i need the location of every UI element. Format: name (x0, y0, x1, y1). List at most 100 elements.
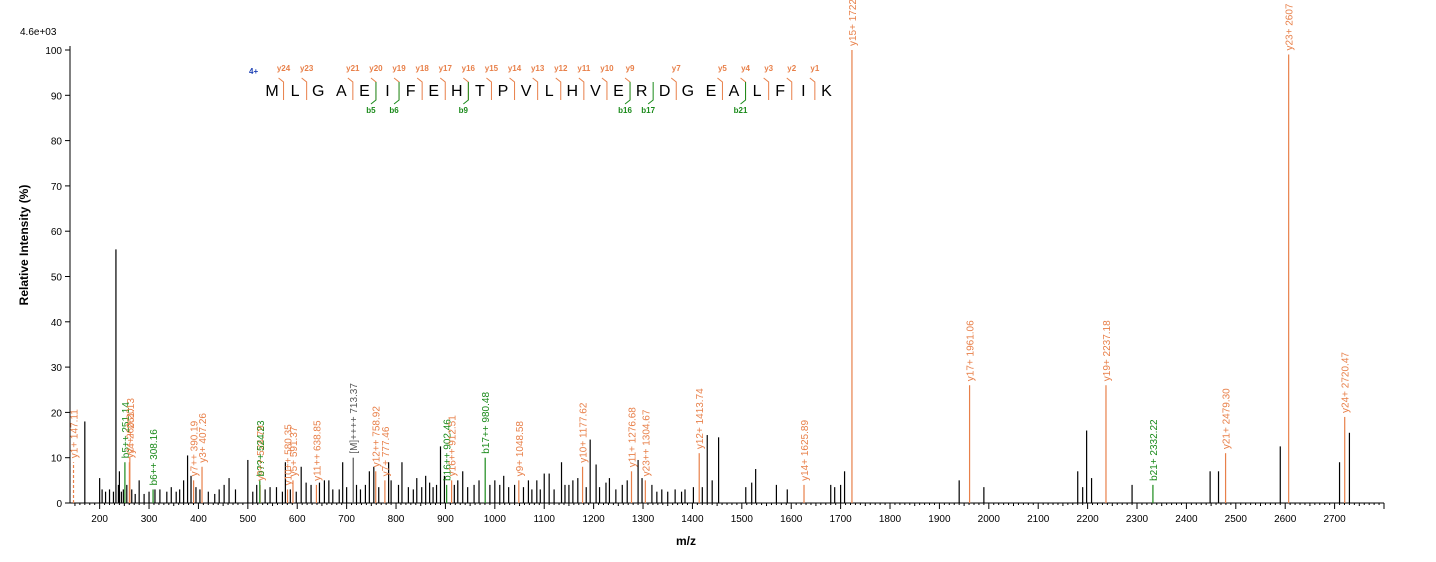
sequence-residue: R (636, 83, 648, 100)
x-tick-label: 500 (239, 514, 256, 525)
y-ion-bracket (740, 77, 747, 100)
sequence-residue: I (385, 83, 389, 100)
peak-label: y12++ 758.92 (372, 406, 383, 468)
sequence-residue: E (428, 83, 439, 100)
peak-label: y15+ 1722.95 (848, 0, 859, 46)
y-ion-bracket (578, 77, 585, 100)
y-ion-bracket (486, 77, 492, 100)
y-ion-bracket (717, 77, 723, 100)
y-ion-bracket (509, 77, 516, 100)
x-tick-label: 2100 (1027, 514, 1050, 525)
y-ion-label: y11 (577, 64, 590, 73)
peak-label: [M]++++ 713.37 (349, 383, 360, 454)
charge-state: 4+ (249, 67, 258, 76)
peaks (72, 50, 1351, 503)
peak-label: y16++ 912.51 (448, 415, 459, 477)
y-tick-label: 0 (56, 499, 62, 510)
peak-label: y9+ 1048.58 (515, 421, 526, 477)
y-ion-label: y24 (277, 64, 291, 73)
peak-label: y21+ 2479.30 (1222, 388, 1233, 449)
sequence-residue: V (590, 83, 601, 100)
sequence-residue: E (359, 83, 370, 100)
b-ion-label: b5 (366, 106, 376, 115)
b-ion-bracket (370, 82, 377, 105)
peak-label: b21+ 2332.22 (1149, 419, 1160, 481)
b-ion-label: b9 (459, 106, 469, 115)
y-tick-label: 60 (51, 227, 63, 238)
sequence-residue: L (291, 83, 300, 100)
y-ion-label: y19 (392, 64, 406, 73)
y-ion-label: y21 (346, 64, 360, 73)
y-ion-bracket (786, 77, 793, 100)
y-tick-label: 50 (51, 273, 63, 284)
x-tick-label: 1100 (533, 514, 555, 525)
x-tick-label: 2000 (978, 514, 1001, 525)
peak-label: b6++ 308.16 (149, 429, 160, 486)
x-tick-label: 1800 (879, 514, 902, 525)
peak-label: y9++ 524.79 (256, 425, 267, 481)
sequence-residue: P (498, 83, 509, 100)
b-ion-bracket (740, 82, 747, 105)
y-tick-label: 40 (51, 318, 63, 329)
y-ion-label: y18 (415, 64, 429, 73)
y-ion-bracket (416, 77, 423, 100)
x-tick-label: 900 (437, 514, 454, 525)
sequence-residue: K (821, 83, 832, 100)
x-tick-label: 2700 (1323, 514, 1346, 525)
y-ion-label: y4 (741, 64, 750, 73)
peak-label: y11++ 638.85 (312, 420, 323, 481)
b-ion-label: b17 (641, 106, 655, 115)
sequence-residue: M (265, 83, 278, 100)
y-ion-label: y7 (672, 64, 681, 73)
peak-label: y23+ 2607 (1285, 3, 1296, 50)
peak-label: y12+ 1413.74 (695, 388, 706, 449)
b-ion-label: b6 (389, 106, 399, 115)
y-ion-label: y5 (718, 64, 727, 73)
peak-label: y11+ 1276.68 (628, 407, 639, 468)
peak-label: y7+ 777.46 (381, 426, 392, 476)
x-tick-label: 1400 (681, 514, 704, 525)
peak-label: y24+ 2720.47 (1341, 352, 1352, 413)
x-tick-label: 1000 (484, 514, 507, 525)
y-ion-bracket (601, 77, 608, 100)
axes: 0 10 20 30 40 50 60 70 80 90 100 200 300 400 500 600 700… (45, 46, 1385, 525)
x-tick-label: 1200 (582, 514, 605, 525)
x-tick-label: 200 (91, 514, 108, 525)
sequence-residue: E (613, 83, 624, 100)
y-ion-bracket (393, 77, 400, 100)
peak-label: y7++ 390.19 (190, 420, 201, 476)
y-ion-label: y16 (462, 64, 476, 73)
y-ion-bracket (763, 77, 770, 100)
y-ion-label: y1 (810, 64, 819, 73)
peak-label: y4++ 261.13 (126, 398, 137, 454)
y-ion-label: y2 (787, 64, 796, 73)
peak-label: y10+ 1177.62 (579, 402, 590, 463)
x-tick-label: 1900 (928, 514, 951, 525)
y-ion-label: y20 (369, 64, 383, 73)
x-tick-label: 1600 (780, 514, 803, 525)
y-axis-title: Relative Intensity (%) (17, 185, 31, 306)
scale-label: 4.6e+03 (20, 27, 57, 38)
peak-label: y19+ 2237.18 (1102, 320, 1113, 381)
peak-label: b5++ 251.14 (121, 402, 132, 459)
peak-label: y23++ 1304.67 (641, 409, 652, 476)
sequence-residue: T (475, 83, 485, 100)
peak-label: y3+ 407.26 (198, 413, 209, 463)
peak-label: y5+ 591.37 (289, 426, 300, 476)
y-tick-label: 100 (45, 46, 62, 57)
x-tick-label: 1300 (632, 514, 655, 525)
y-ion-label: y13 (531, 64, 545, 73)
y-tick-label: 30 (51, 363, 63, 374)
sequence-residue: G (682, 83, 694, 100)
y-ion-bracket (555, 77, 562, 100)
y-tick-label: 10 (51, 454, 63, 465)
peak-label: y17+ 1961.06 (966, 320, 977, 381)
y-ion-bracket (439, 77, 446, 100)
y-ion-bracket (370, 77, 377, 100)
x-tick-label: 800 (388, 514, 405, 525)
y-ion-bracket (463, 77, 469, 100)
y-tick-label: 90 (51, 91, 63, 102)
y-ion-label: y9 (626, 64, 635, 73)
y-ion-label: y14 (508, 64, 522, 73)
